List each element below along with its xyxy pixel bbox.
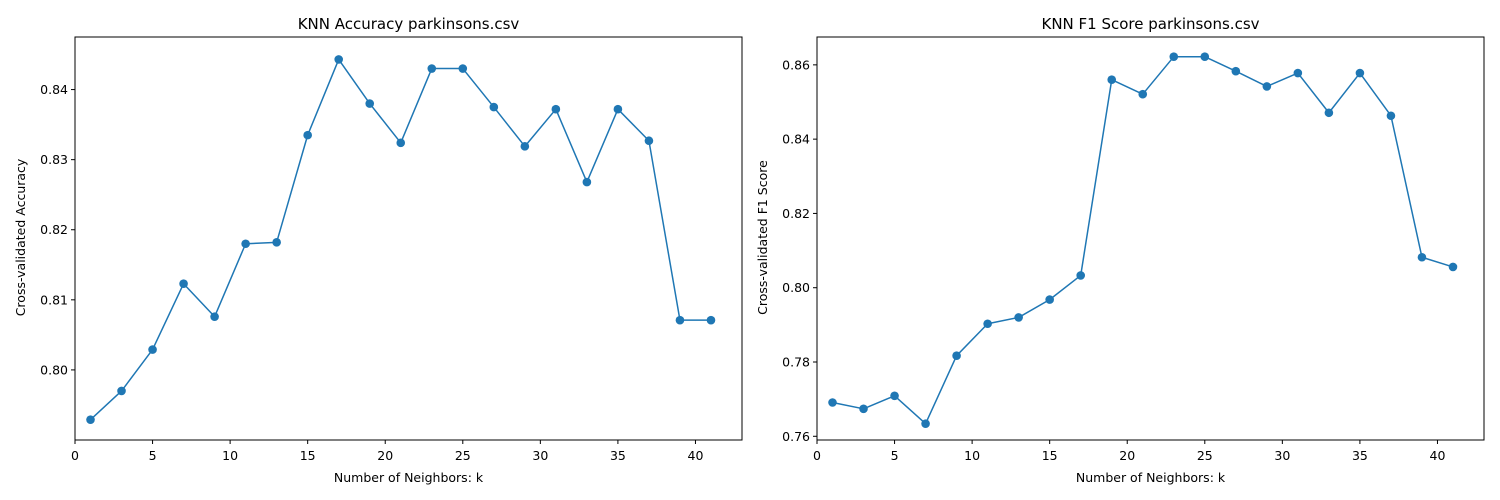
- x-tick-label: 35: [610, 448, 626, 463]
- y-tick-label: 0.83: [40, 152, 68, 167]
- x-tick-label: 5: [149, 448, 157, 463]
- data-point: [644, 136, 654, 146]
- y-tick-label: 0.82: [782, 206, 810, 221]
- x-tick-label: 30: [532, 448, 548, 463]
- data-point: [1076, 271, 1085, 280]
- x-tick-label: 40: [1430, 448, 1446, 463]
- data-point: [1014, 313, 1023, 322]
- data-point: [241, 239, 250, 249]
- x-tick-label: 35: [1352, 448, 1368, 463]
- f1-score-chart: KNN F1 Score parkinsons.csv Number of Ne…: [755, 15, 1485, 485]
- data-point: [1138, 89, 1148, 99]
- data-point: [828, 398, 837, 407]
- data-point: [427, 64, 437, 73]
- data-point: [86, 415, 95, 424]
- x-tick-label: 30: [1274, 448, 1290, 463]
- x-tick-label: 25: [455, 448, 471, 463]
- x-tick-label: 0: [71, 448, 79, 463]
- data-point: [272, 238, 281, 247]
- data-point: [1417, 252, 1427, 262]
- x-tick-label: 5: [891, 448, 899, 463]
- x-tick-label: 15: [1042, 448, 1058, 463]
- data-point: [1045, 295, 1054, 304]
- y-tick-label: 0.84: [40, 82, 68, 97]
- y-tick-label: 0.81: [40, 292, 68, 307]
- x-tick-label: 25: [1197, 448, 1213, 463]
- data-point: [458, 64, 468, 73]
- x-tick-label: 10: [964, 448, 980, 463]
- data-point: [396, 138, 406, 148]
- data-point: [1324, 108, 1334, 118]
- data-point: [303, 130, 312, 140]
- data-point: [1448, 262, 1458, 272]
- data-point: [117, 386, 126, 396]
- data-point: [1169, 52, 1179, 61]
- plot-area: 0 5 10 15 20 25 30 35 40 0.76 0.78 0.80 0.82 0.84 0.86: [782, 36, 1485, 463]
- chart-title: KNN F1 Score parkinsons.csv: [1041, 15, 1259, 33]
- x-axis-label: Number of Neighbors: k: [1076, 470, 1226, 485]
- data-point: [582, 177, 592, 187]
- x-tick-label: 20: [1119, 448, 1135, 463]
- data-point: [179, 279, 188, 289]
- data-point: [1262, 82, 1272, 91]
- x-tick-label: 15: [300, 448, 316, 463]
- data-point: [1355, 68, 1365, 78]
- y-tick-label: 0.86: [782, 57, 810, 72]
- x-tick-label: 0: [813, 448, 821, 463]
- data-point: [1200, 52, 1210, 61]
- data-point: [365, 99, 375, 108]
- x-tick-label: 20: [377, 448, 393, 463]
- data-point: [890, 391, 899, 401]
- data-point: [1231, 66, 1241, 76]
- data-point: [148, 345, 157, 354]
- x-tick-label: 10: [222, 448, 238, 463]
- data-point: [613, 104, 623, 114]
- y-tick-label: 0.82: [40, 222, 68, 237]
- data-point: [334, 55, 344, 64]
- axes-frame: [74, 36, 743, 441]
- data-point: [706, 315, 716, 325]
- data-point: [489, 102, 499, 112]
- data-point: [952, 351, 961, 360]
- accuracy-chart: KNN Accuracy parkinsons.csv Number of Ne…: [13, 15, 743, 485]
- y-axis-label: Cross-validated Accuracy: [13, 158, 28, 316]
- chart-title: KNN Accuracy parkinsons.csv: [298, 15, 520, 33]
- axes-frame: [816, 36, 1485, 441]
- data-point: [1107, 75, 1117, 85]
- y-tick-label: 0.80: [782, 280, 810, 295]
- data-point: [520, 142, 530, 151]
- data-point: [675, 315, 685, 325]
- y-tick-label: 0.76: [782, 429, 810, 444]
- y-tick-label: 0.80: [40, 362, 68, 377]
- data-point: [551, 104, 561, 114]
- data-point: [983, 319, 992, 329]
- plot-area: 0 5 10 15 20 25 30 35 40 0.80 0.81 0.82 0.83 0.84: [40, 36, 743, 463]
- data-point: [859, 404, 868, 414]
- data-point: [921, 419, 930, 428]
- data-point: [1386, 111, 1396, 121]
- x-tick-label: 40: [688, 448, 704, 463]
- data-point: [1293, 68, 1303, 78]
- data-point: [210, 312, 219, 321]
- x-axis-label: Number of Neighbors: k: [334, 470, 484, 485]
- y-axis-label: Cross-validated F1 Score: [755, 160, 770, 315]
- y-tick-label: 0.84: [782, 132, 810, 147]
- y-tick-label: 0.78: [782, 355, 810, 370]
